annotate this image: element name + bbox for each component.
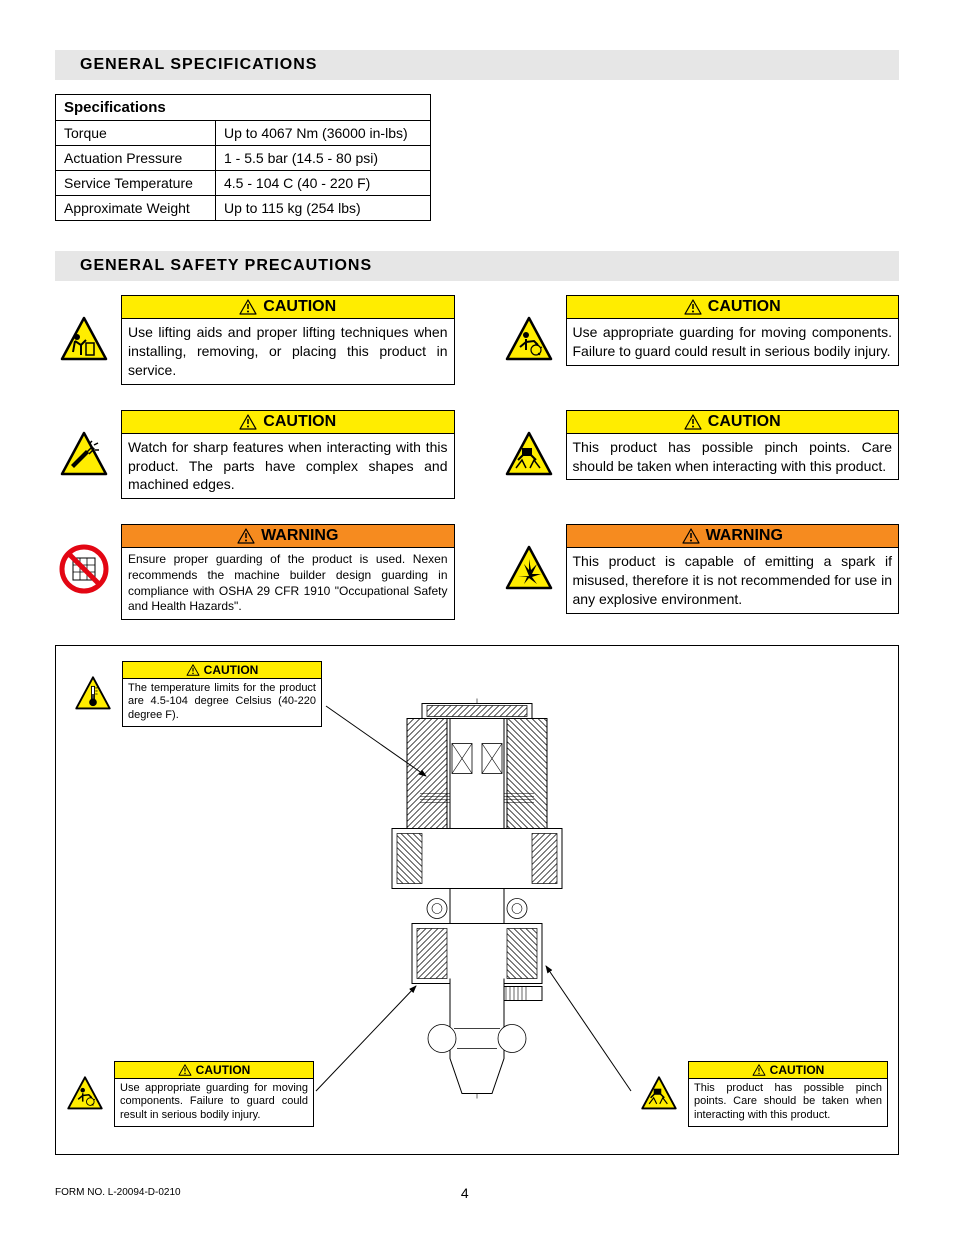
form-number: FORM NO. L-20094-D-0210 (55, 1187, 181, 1198)
safety-text: Ensure proper guarding of the product is… (122, 548, 454, 618)
callout-guarding: CAUTION Use appropriate guarding for mov… (66, 1061, 314, 1127)
caution-header: CAUTION (122, 411, 454, 434)
safety-item-lifting: CAUTION Use lifting aids and proper lift… (55, 295, 455, 385)
spec-val: Up to 4067 Nm (36000 in-lbs) (216, 121, 431, 146)
page-footer: FORM NO. L-20094-D-0210 4 (55, 1185, 899, 1201)
page-number: 4 (461, 1185, 469, 1201)
safety-item-osha: WARNING Ensure proper guarding of the pr… (55, 524, 455, 619)
guard-icon (66, 1061, 108, 1116)
caution-header: CAUTION (689, 1062, 887, 1079)
warning-label: WARNING (261, 527, 338, 545)
spec-val: 1 - 5.5 bar (14.5 - 80 psi) (216, 146, 431, 171)
spec-val: Up to 115 kg (254 lbs) (216, 196, 431, 221)
spec-key: Service Temperature (56, 171, 216, 196)
callout-pinch: CAUTION This product has possible pinch … (640, 1061, 888, 1127)
callout-temperature: CAUTION The temperature limits for the p… (74, 661, 322, 727)
table-row: Approximate Weight Up to 115 kg (254 lbs… (56, 196, 431, 221)
caution-label: CAUTION (263, 298, 336, 316)
lift-icon (55, 295, 113, 365)
pinch-icon (500, 410, 558, 480)
callout-text: Use appropriate guarding for moving comp… (115, 1079, 313, 1126)
caution-label: CAUTION (263, 413, 336, 431)
callout-text: This product has possible pinch points. … (689, 1079, 887, 1126)
caution-header: CAUTION (567, 411, 899, 434)
caution-header: CAUTION (567, 296, 899, 319)
caution-header: CAUTION (122, 296, 454, 319)
caution-label: CAUTION (196, 1063, 251, 1077)
safety-text: This product has possible pinch points. … (567, 434, 899, 480)
safety-text: Use appropriate guarding for moving comp… (567, 319, 899, 365)
safety-text: Watch for sharp features when interactin… (122, 434, 454, 499)
section-header-specs: GENERAL SPECIFICATIONS (55, 50, 899, 80)
caution-label: CAUTION (708, 413, 781, 431)
table-row: Torque Up to 4067 Nm (36000 in-lbs) (56, 121, 431, 146)
caution-header: CAUTION (115, 1062, 313, 1079)
warning-header: WARNING (122, 525, 454, 548)
safety-item-pinch: CAUTION This product has possible pinch … (500, 410, 900, 500)
spec-table-header: Specifications (56, 95, 431, 121)
table-row: Service Temperature 4.5 - 104 C (40 - 22… (56, 171, 431, 196)
spec-key: Actuation Pressure (56, 146, 216, 171)
safety-text: This product is capable of emitting a sp… (567, 548, 899, 613)
prohibit-icon (55, 524, 113, 594)
explode-icon (500, 524, 558, 594)
safety-item-spark: WARNING This product is capable of emitt… (500, 524, 900, 619)
safety-item-guarding: CAUTION Use appropriate guarding for mov… (500, 295, 900, 385)
mechanical-drawing (362, 698, 592, 1101)
table-row: Actuation Pressure 1 - 5.5 bar (14.5 - 8… (56, 146, 431, 171)
section-header-safety: GENERAL SAFETY PRECAUTIONS (55, 251, 899, 281)
caution-label: CAUTION (204, 663, 259, 677)
safety-text: Use lifting aids and proper lifting tech… (122, 319, 454, 384)
spec-table: Specifications Torque Up to 4067 Nm (360… (55, 94, 431, 221)
temp-icon (74, 661, 116, 716)
safety-item-sharp: CAUTION Watch for sharp features when in… (55, 410, 455, 500)
caution-label: CAUTION (708, 298, 781, 316)
caution-label: CAUTION (770, 1063, 825, 1077)
spec-key: Torque (56, 121, 216, 146)
safety-grid: CAUTION Use lifting aids and proper lift… (55, 295, 899, 620)
sharp-icon (55, 410, 113, 480)
warning-label: WARNING (706, 527, 783, 545)
caution-header: CAUTION (123, 662, 321, 679)
diagram-panel: CAUTION The temperature limits for the p… (55, 645, 899, 1155)
pinch-icon (640, 1061, 682, 1116)
guard-icon (500, 295, 558, 365)
spec-key: Approximate Weight (56, 196, 216, 221)
warning-header: WARNING (567, 525, 899, 548)
spec-val: 4.5 - 104 C (40 - 220 F) (216, 171, 431, 196)
callout-text: The temperature limits for the product a… (123, 679, 321, 726)
